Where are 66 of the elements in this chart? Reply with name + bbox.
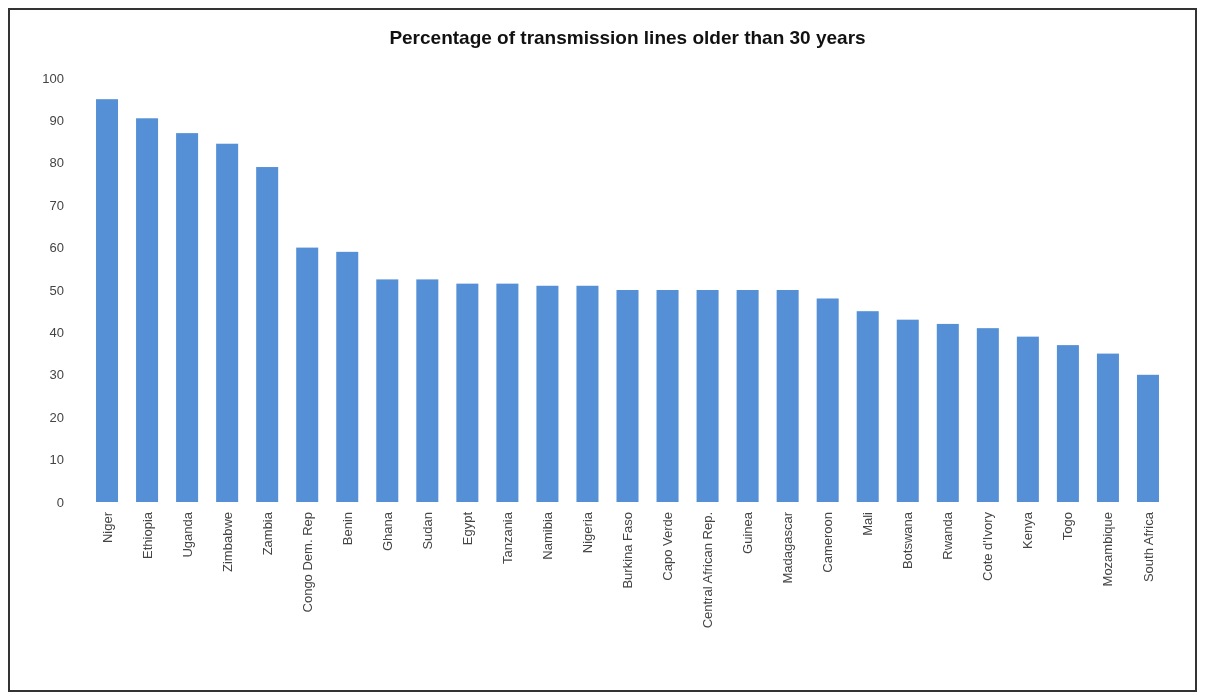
bar xyxy=(896,319,919,502)
x-tick-label: Burkina Faso xyxy=(620,512,636,589)
x-tick-label: Mali xyxy=(860,511,876,536)
x-tick-label: Tanzania xyxy=(499,511,515,565)
bar xyxy=(336,251,359,502)
bar xyxy=(1136,374,1159,502)
x-tick-label: South Africa xyxy=(1140,511,1156,583)
bar xyxy=(576,285,599,502)
y-tick-label: 20 xyxy=(49,409,64,425)
x-tick-label: Cote d'Ivory xyxy=(980,511,996,581)
bar xyxy=(1096,353,1119,502)
chart-title: Percentage of transmission lines older than 30 years xyxy=(389,27,866,48)
x-tick-label: Egypt xyxy=(459,511,475,546)
x-tick-label: Namibia xyxy=(539,511,555,560)
y-tick-label: 80 xyxy=(49,155,64,171)
bar xyxy=(1056,345,1079,502)
bar xyxy=(376,279,399,502)
y-tick-label: 50 xyxy=(49,282,64,298)
y-tick-label: 10 xyxy=(49,452,64,468)
x-tick-label: Cameroon xyxy=(820,512,836,573)
x-tick-label: Uganda xyxy=(179,511,195,558)
x-tick-label: Ghana xyxy=(379,511,395,552)
x-tick-label: Benin xyxy=(339,512,355,546)
x-tick-label: Kenya xyxy=(1020,511,1036,549)
bar xyxy=(856,311,879,502)
bar xyxy=(736,290,759,502)
bar xyxy=(536,285,559,502)
bar xyxy=(456,283,479,502)
y-tick-label: 30 xyxy=(49,367,64,383)
bar xyxy=(256,167,279,502)
bar xyxy=(216,143,239,502)
x-tick-label: Sudan xyxy=(419,512,435,550)
bar xyxy=(816,298,839,502)
bar xyxy=(976,328,999,502)
x-tick-label: Ethiopia xyxy=(139,511,155,559)
x-tick-label: Niger xyxy=(99,511,115,544)
x-tick-label: Mozambique xyxy=(1100,512,1116,587)
x-tick-label: Madagascar xyxy=(780,511,796,584)
bar xyxy=(296,247,319,502)
y-tick-label: 60 xyxy=(49,240,64,256)
bar xyxy=(136,118,159,502)
bar xyxy=(696,290,719,502)
bar xyxy=(96,99,119,502)
bar xyxy=(936,323,959,502)
x-tick-label: Nigeria xyxy=(580,511,596,554)
x-tick-label: Zimbabwe xyxy=(219,512,235,572)
y-tick-label: 40 xyxy=(49,324,64,340)
bar xyxy=(496,283,519,502)
x-tick-label: Congo Dem. Rep xyxy=(299,512,315,613)
bar xyxy=(656,290,679,502)
x-tick-label: Botswana xyxy=(900,511,916,570)
y-tick-label: 0 xyxy=(56,494,64,510)
bar xyxy=(616,290,639,502)
bar xyxy=(1016,336,1039,502)
y-tick-label: 70 xyxy=(49,197,64,213)
x-tick-label: Rwanda xyxy=(940,511,956,560)
y-tick-label: 100 xyxy=(42,70,64,86)
x-tick-label: Zambia xyxy=(259,511,275,556)
x-tick-label: Central African Rep. xyxy=(700,512,716,629)
bar xyxy=(176,133,199,502)
x-tick-label: Togo xyxy=(1060,512,1076,541)
y-tick-label: 90 xyxy=(49,112,64,128)
x-tick-label: Guinea xyxy=(740,511,756,554)
bar xyxy=(416,279,439,502)
x-tick-label: Capo Verde xyxy=(660,512,676,581)
bar xyxy=(776,290,799,502)
